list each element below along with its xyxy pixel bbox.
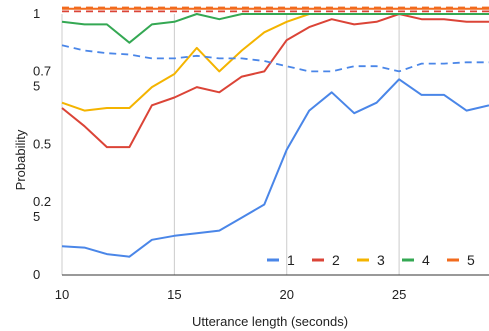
legend: 1 2 3 4 5 — [267, 252, 475, 268]
series-line-dashed-5 — [61, 44, 489, 73]
y-tick-label-2: 0.5 — [33, 137, 51, 152]
legend-label-1: 1 — [287, 252, 295, 268]
series-line-2 — [61, 13, 489, 149]
x-tick-label-0: 10 — [55, 287, 69, 302]
legend-label-4: 4 — [422, 252, 430, 268]
x-axis-label: Utterance length (seconds) — [192, 314, 348, 329]
x-tick-label-3: 25 — [392, 287, 406, 302]
x-tick-label-2: 20 — [280, 287, 294, 302]
series-line-1 — [61, 78, 489, 258]
series-line-3 — [61, 13, 489, 112]
series-lines — [61, 6, 489, 258]
legend-label-3: 3 — [377, 252, 385, 268]
x-tick-label-1: 15 — [167, 287, 181, 302]
series-line-4 — [61, 13, 489, 44]
legend-label-2: 2 — [332, 252, 340, 268]
y-tick-label-4: 1 — [33, 6, 40, 21]
y-tick-label-1: 0.2 5 — [33, 194, 51, 224]
y-tick-label-0: 0 — [33, 267, 40, 282]
y-tick-label-3: 0.7 5 — [33, 63, 51, 93]
y-axis-label: Probability — [13, 129, 28, 190]
legend-label-5: 5 — [467, 252, 475, 268]
